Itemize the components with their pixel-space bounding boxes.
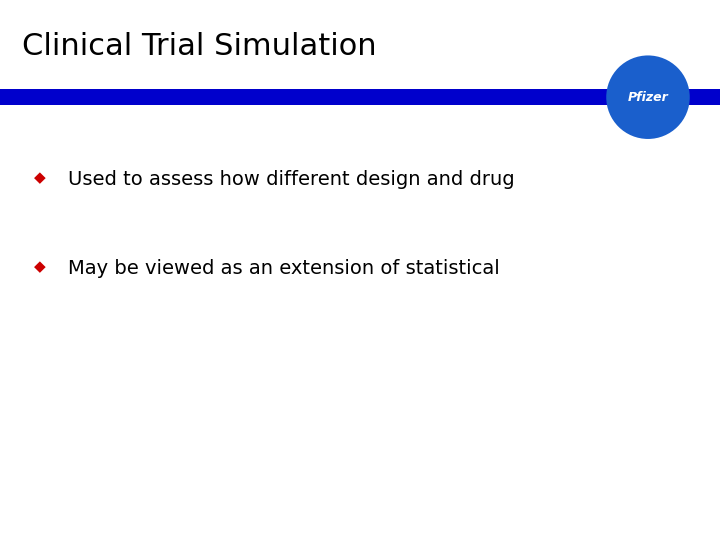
Text: Pfizer: Pfizer — [628, 91, 668, 104]
Bar — [0, 89, 720, 105]
Text: Used to assess how different design and drug: Used to assess how different design and … — [68, 170, 515, 189]
Text: May be viewed as an extension of statistical: May be viewed as an extension of statist… — [68, 259, 500, 278]
Text: ◆: ◆ — [34, 259, 45, 274]
Text: Clinical Trial Simulation: Clinical Trial Simulation — [22, 32, 377, 62]
Text: ◆: ◆ — [34, 170, 45, 185]
Ellipse shape — [606, 56, 690, 139]
